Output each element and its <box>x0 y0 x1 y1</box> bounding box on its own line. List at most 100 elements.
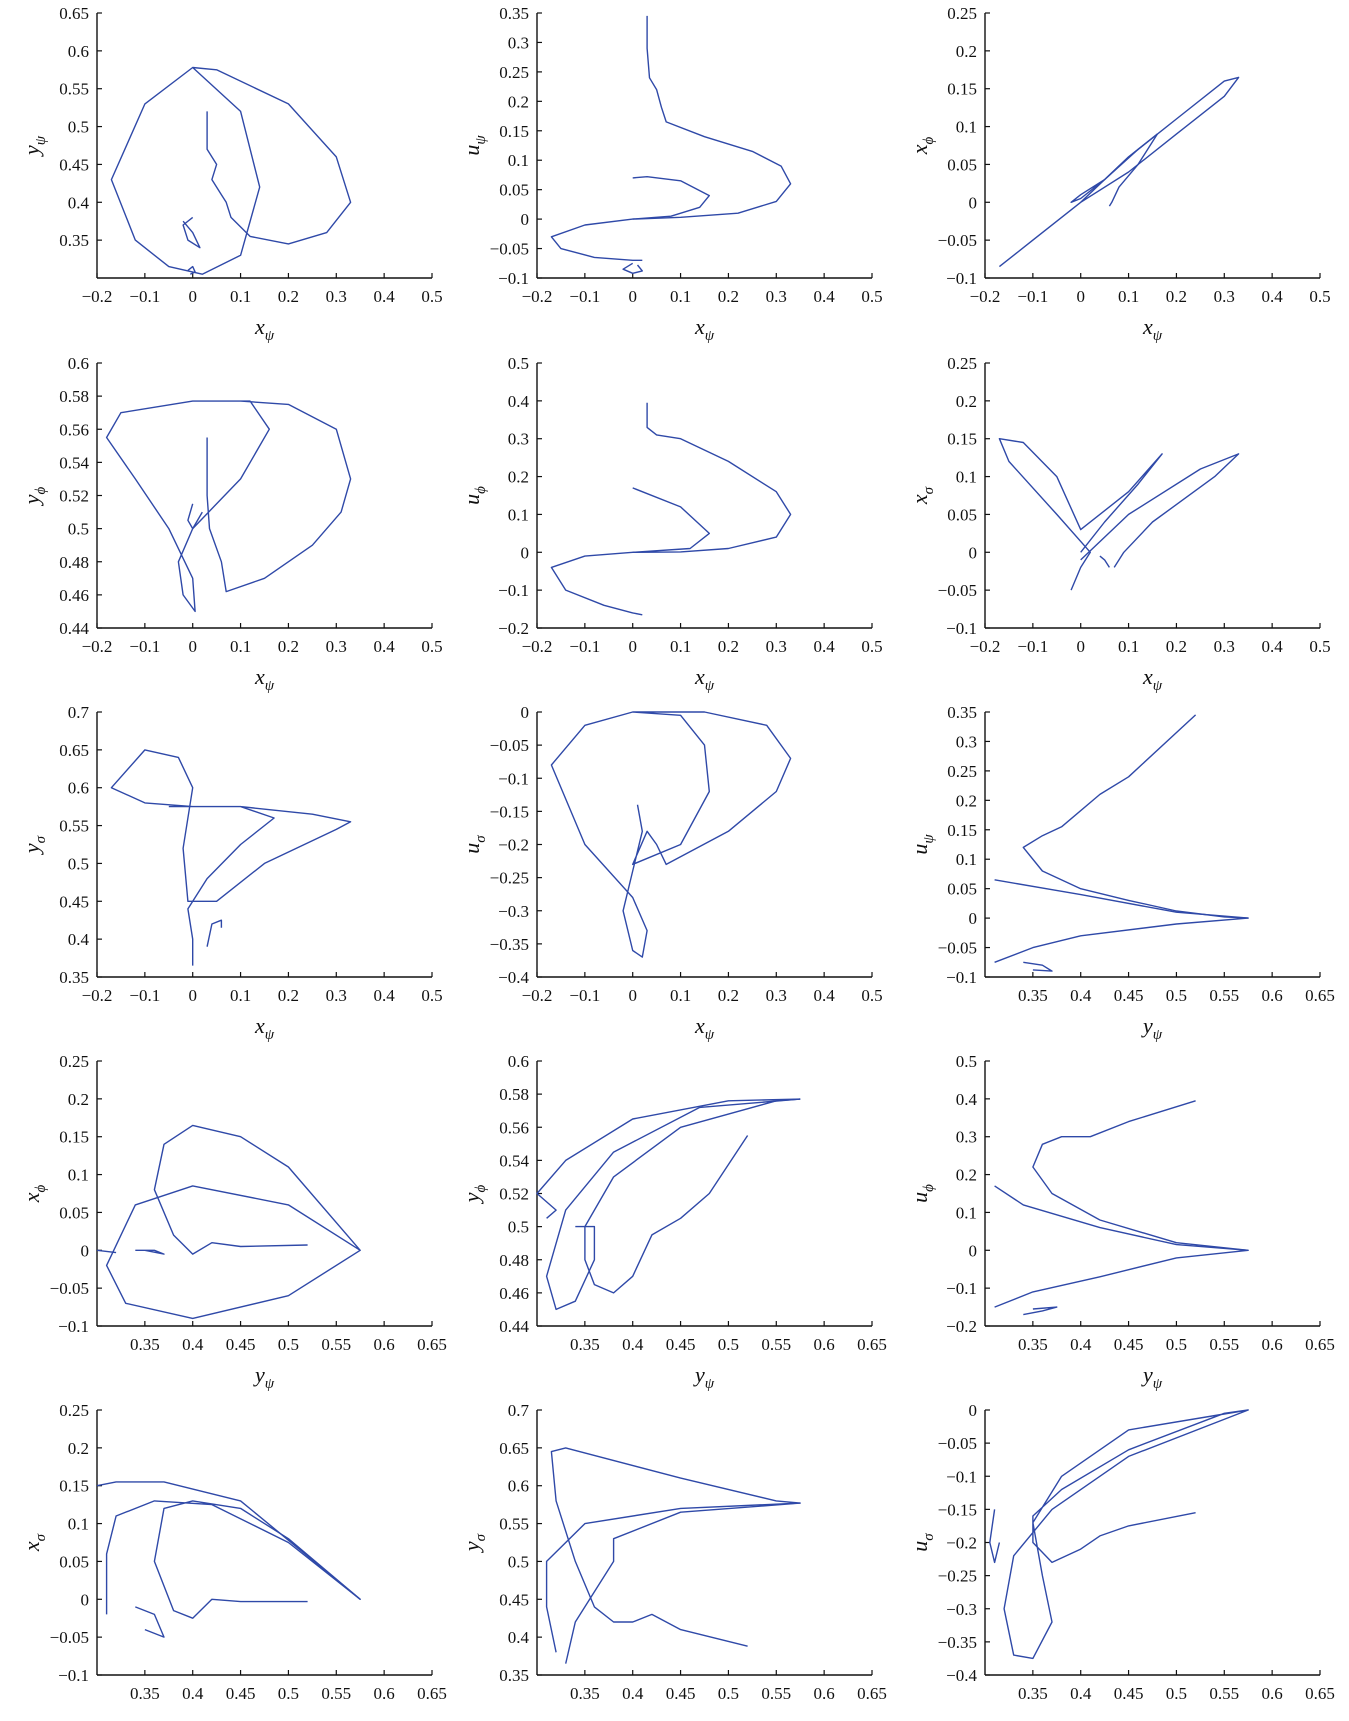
x-axis-label-sub: ψ <box>1153 678 1163 694</box>
trajectory-curve-1 <box>998 76 1240 268</box>
trajectory-curve-1 <box>110 66 352 275</box>
y-tick-label: 0.6 <box>508 1477 529 1496</box>
x-tick-label: 0.2 <box>278 986 299 1005</box>
y-axis-label: yϕ <box>459 1185 489 1205</box>
y-tick-label: 0.3 <box>956 732 977 751</box>
y-tick-label: 0.1 <box>68 1166 89 1185</box>
y-tick-label: 0.35 <box>59 231 89 250</box>
y-tick-label: 0.1 <box>956 1203 977 1222</box>
x-tick-label: −0.1 <box>569 287 600 306</box>
y-tick-label: 0.1 <box>956 118 977 137</box>
x-tick-label: 0.5 <box>278 1684 299 1703</box>
x-tick-label: 0.35 <box>1018 1684 1048 1703</box>
y-tick-label: 0 <box>521 210 530 229</box>
y-tick-label: 0.7 <box>68 703 90 722</box>
x-tick-label: 0.2 <box>278 637 299 656</box>
x-tick-label: 0.55 <box>1209 1335 1239 1354</box>
x-axis-label-var: x <box>254 1013 265 1038</box>
y-tick-label: 0.56 <box>499 1118 529 1137</box>
trajectory-curve-3 <box>536 1098 801 1219</box>
x-axis-label-var: y <box>1141 1013 1153 1038</box>
x-tick-label: −0.1 <box>1017 287 1048 306</box>
x-tick-label: 0.2 <box>1166 287 1187 306</box>
subplot-4: −0.2 −0.1 0 0.1 0.2 0.3 0.4 0.5 0.6 0.58 0.56 0.54 0… <box>19 354 443 694</box>
x-tick-label: 0.65 <box>417 1684 447 1703</box>
trajectory-curve-2 <box>187 503 203 530</box>
x-tick-label: 0.2 <box>718 637 739 656</box>
y-tick-label: 0 <box>969 1241 978 1260</box>
y-axis-label-sub: ϕ <box>33 487 49 495</box>
y-tick-label: 0.4 <box>68 193 90 212</box>
x-axis-label-var: x <box>694 1013 705 1038</box>
x-tick-label: 0.6 <box>814 1684 835 1703</box>
y-axis-label: uϕ <box>907 1184 937 1203</box>
y-tick-label: 0.5 <box>508 354 529 373</box>
x-tick-label: 0.4 <box>814 287 836 306</box>
x-tick-label: 0.3 <box>766 637 787 656</box>
x-tick-label: −0.2 <box>82 287 113 306</box>
y-tick-label: 0.45 <box>59 892 89 911</box>
y-tick-label: 0.4 <box>68 930 90 949</box>
x-tick-label: 0.65 <box>1305 1335 1335 1354</box>
x-tick-label: 0 <box>1076 287 1085 306</box>
y-tick-label: 0.25 <box>947 354 977 373</box>
x-tick-label: −0.1 <box>129 986 160 1005</box>
x-tick-label: 0.5 <box>1309 287 1330 306</box>
y-tick-label: 0.48 <box>59 553 89 572</box>
x-tick-label: 0.1 <box>1118 287 1139 306</box>
x-axis-label-sub: ψ <box>705 678 715 694</box>
y-tick-label: −0.2 <box>498 836 529 855</box>
x-axis-label-var: y <box>693 1362 705 1387</box>
y-tick-label: 0.6 <box>68 354 89 373</box>
y-tick-label: 0.15 <box>499 122 529 141</box>
x-tick-label: 0.4 <box>814 986 836 1005</box>
x-axis-label-sub: ψ <box>265 1027 275 1043</box>
trajectory-curve-2 <box>1070 133 1158 203</box>
y-tick-label: 0 <box>81 1590 90 1609</box>
x-axis-label-var: y <box>693 1711 705 1721</box>
y-tick-label: 0.45 <box>59 155 89 174</box>
x-axis-label: xψ <box>254 1013 275 1043</box>
trajectory-curve-3 <box>1108 133 1158 207</box>
y-tick-label: 0.35 <box>947 703 977 722</box>
trajectory-curve-3 <box>96 1249 117 1254</box>
x-axis-label: yψ <box>1141 1711 1163 1721</box>
y-tick-label: 0 <box>969 1401 978 1420</box>
y-tick-label: −0.1 <box>946 1279 977 1298</box>
x-tick-label: 0.4 <box>814 637 836 656</box>
x-tick-label: 0.3 <box>326 986 347 1005</box>
y-tick-label: 0.1 <box>508 505 529 524</box>
x-tick-label: 0.6 <box>1262 1335 1283 1354</box>
y-tick-label: 0.05 <box>59 1203 89 1222</box>
x-axis-label-var: y <box>253 1711 265 1721</box>
x-axis-label: yψ <box>253 1711 275 1721</box>
trajectory-curve-2 <box>1080 453 1240 568</box>
x-tick-label: 0.6 <box>374 1684 395 1703</box>
x-tick-label: 0 <box>628 287 637 306</box>
y-tick-label: −0.2 <box>498 619 529 638</box>
x-tick-label: 0.1 <box>230 637 251 656</box>
x-tick-label: 0.5 <box>1309 637 1330 656</box>
y-tick-label: 0.15 <box>947 80 977 99</box>
y-tick-label: 0.05 <box>947 505 977 524</box>
y-tick-label: 0.25 <box>59 1401 89 1420</box>
y-tick-label: 0.48 <box>499 1251 529 1270</box>
x-tick-label: 0.55 <box>1209 1684 1239 1703</box>
x-tick-label: 0.5 <box>861 986 882 1005</box>
trajectory-curve-2 <box>206 919 223 947</box>
x-tick-label: 0.2 <box>1166 637 1187 656</box>
x-tick-label: 0.65 <box>1305 986 1335 1005</box>
y-tick-label: 0.2 <box>68 1439 89 1458</box>
x-tick-label: 0.1 <box>670 637 691 656</box>
trajectory-curve-2 <box>182 216 201 249</box>
y-tick-label: 0.3 <box>508 430 529 449</box>
x-tick-label: 0.5 <box>718 1684 739 1703</box>
x-axis-label: yψ <box>1141 1013 1163 1043</box>
y-tick-label: −0.05 <box>50 1279 89 1298</box>
y-axis-label: xσ <box>907 486 937 505</box>
x-axis-label: xψ <box>1142 664 1163 694</box>
y-tick-label: 0 <box>969 543 978 562</box>
x-tick-label: 0.4 <box>1070 1335 1092 1354</box>
y-tick-label: −0.1 <box>946 269 977 288</box>
y-axis-label: uψ <box>459 135 489 156</box>
